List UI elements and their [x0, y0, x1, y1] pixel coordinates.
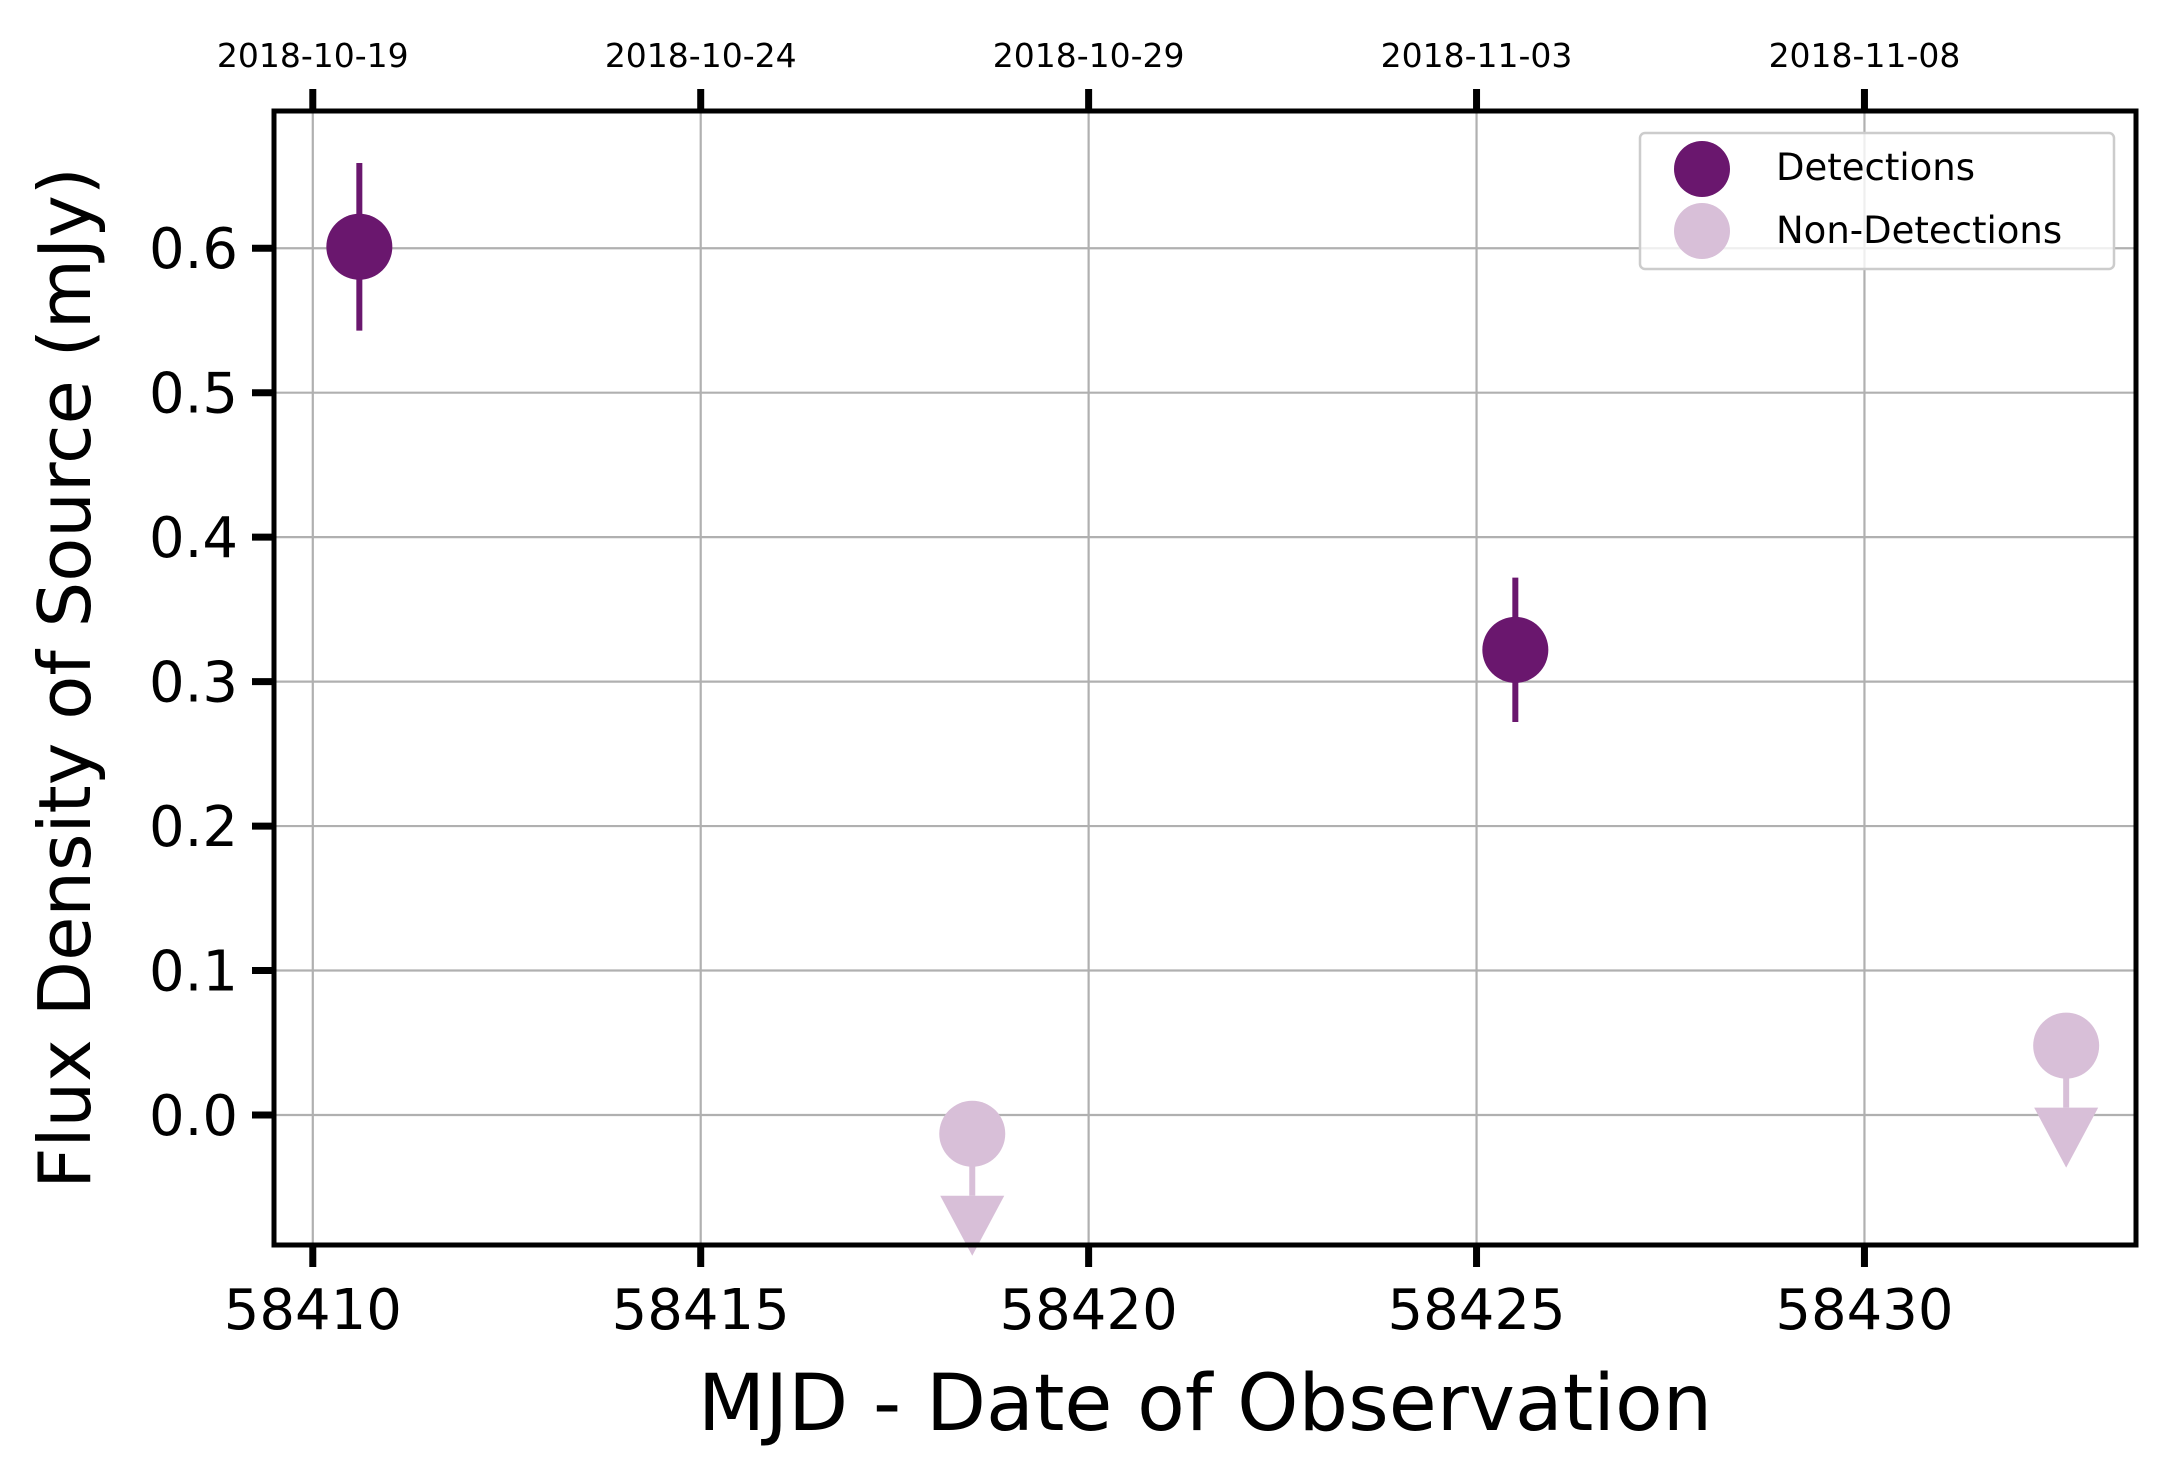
legend-non-detections-label: Non-Detections	[1776, 209, 2062, 252]
y-tick-label: 0.5	[149, 362, 238, 427]
plot-frame	[271, 108, 2139, 1248]
legend-non-detections-marker	[1674, 203, 1730, 259]
top-axis-date-label: 2018-10-19	[217, 36, 409, 75]
top-axis-date-label: 2018-10-29	[993, 36, 1185, 75]
y-axis-label: Flux Density of Source (mJy)	[23, 167, 107, 1189]
y-tick-label: 0.4	[149, 506, 238, 571]
top-axis-date-label: 2018-10-24	[605, 36, 797, 75]
y-tick-label: 0.0	[149, 1084, 238, 1149]
x-tick-label: 58410	[224, 1278, 402, 1343]
legend-detections-marker	[1674, 141, 1730, 197]
legend: Detections Non-Detections	[1638, 131, 2116, 271]
x-tick-label: 58415	[612, 1278, 790, 1343]
y-tick-label: 0.2	[149, 795, 238, 860]
x-tick-label: 58430	[1775, 1278, 1953, 1343]
y-tick-label: 0.6	[149, 217, 238, 282]
non-detection-point	[939, 1100, 1006, 1167]
legend-box	[1638, 131, 2116, 271]
detection-point	[1482, 616, 1549, 683]
upper-limit-arrow-head	[940, 1195, 1005, 1256]
axes: 58410 58415 58420 58425 58430 2018-10-19 2018-…	[149, 36, 1960, 1343]
grid-lines	[274, 111, 2136, 1245]
top-axis-date-label: 2018-11-03	[1381, 36, 1573, 75]
top-axis-date-label: 2018-11-08	[1769, 36, 1961, 75]
x-axis-label: MJD - Date of Observation	[698, 1359, 1712, 1449]
x-tick-label: 58425	[1387, 1278, 1565, 1343]
y-tick-label: 0.1	[149, 940, 238, 1005]
legend-detections-label: Detections	[1776, 146, 1975, 189]
x-tick-label: 58420	[1000, 1278, 1178, 1343]
detection-point	[326, 213, 393, 280]
upper-limit-arrow-head	[2034, 1107, 2099, 1168]
y-tick-label: 0.3	[149, 651, 238, 716]
non-detection-point	[2033, 1012, 2100, 1079]
data-marks	[326, 163, 2100, 1256]
